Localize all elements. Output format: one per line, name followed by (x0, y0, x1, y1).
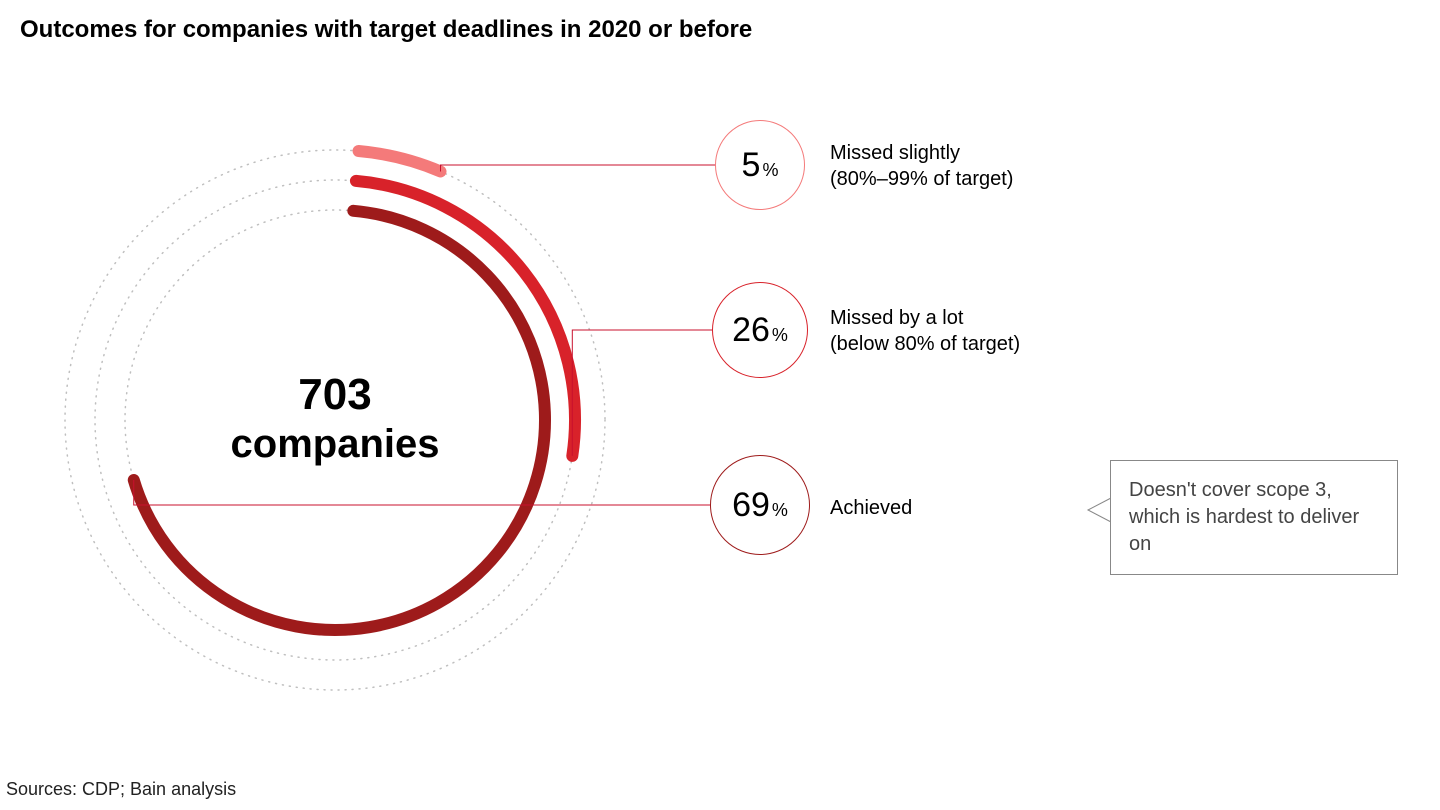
callout-note: Doesn't cover scope 3, which is hardest … (1110, 460, 1398, 575)
pct-symbol: % (772, 325, 788, 346)
category-title: Missed by a lot (830, 305, 1020, 331)
category-title: Missed slightly (830, 140, 1013, 166)
category-label-achieved: Achieved (830, 495, 912, 521)
center-number: 703 (215, 370, 455, 421)
arc-missed-slightly (359, 151, 441, 171)
pct-value: 69 (732, 486, 770, 525)
sources-text: Sources: CDP; Bain analysis (6, 779, 236, 800)
callout-pointer (1088, 498, 1111, 522)
category-sub: (80%–99% of target) (830, 166, 1013, 192)
center-word: companies (215, 421, 455, 467)
center-label: 703 companies (215, 370, 455, 467)
category-sub: (below 80% of target) (830, 331, 1020, 357)
connector-achieved (134, 480, 710, 505)
connector-missed-slightly (440, 165, 715, 171)
pct-value: 5 (742, 146, 761, 185)
pct-symbol: % (762, 160, 778, 181)
category-label-missed-lot: Missed by a lot(below 80% of target) (830, 305, 1020, 357)
pct-symbol: % (772, 500, 788, 521)
pct-badge-missed-lot: 26% (712, 282, 808, 378)
pct-value: 26 (732, 311, 770, 350)
pct-badge-achieved: 69% (710, 455, 810, 555)
category-label-missed-slightly: Missed slightly(80%–99% of target) (830, 140, 1013, 192)
connector-missed-lot (572, 330, 712, 456)
callout-text: Doesn't cover scope 3, which is hardest … (1129, 479, 1359, 555)
pct-badge-missed-slightly: 5% (715, 120, 805, 210)
